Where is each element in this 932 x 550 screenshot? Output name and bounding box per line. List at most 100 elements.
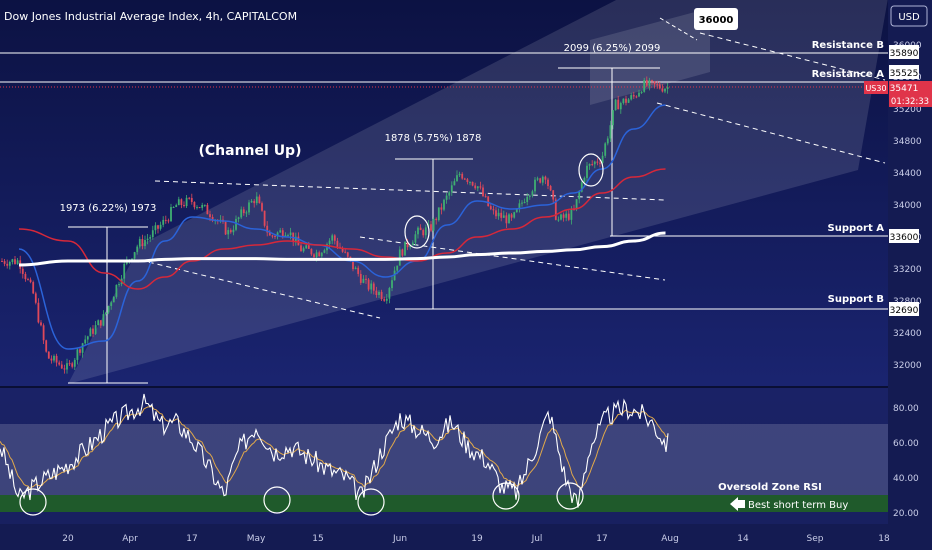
- candle-body: [575, 199, 578, 210]
- candle-body: [479, 186, 482, 188]
- candle-body: [365, 278, 367, 280]
- candle-body: [144, 240, 146, 247]
- candle-body: [32, 282, 35, 294]
- candlesticks: [1, 76, 669, 374]
- candle-body: [146, 238, 149, 241]
- badge-symbol: [864, 81, 888, 94]
- candle-body: [151, 230, 154, 238]
- candle-body: [284, 235, 287, 237]
- candle-body: [281, 230, 284, 237]
- badge-resistance-b: [889, 45, 919, 59]
- candle-body: [492, 209, 495, 211]
- candle-body: [583, 177, 586, 183]
- candle-body: [279, 230, 282, 233]
- candle-body: [302, 248, 305, 252]
- time-tick-label: Jul: [531, 534, 543, 544]
- candle-body: [89, 328, 92, 337]
- candle-body: [635, 96, 638, 98]
- oversold-circles: [19, 482, 584, 516]
- candle-body: [336, 240, 339, 247]
- rsi-line: [0, 393, 669, 508]
- candle-body: [539, 178, 542, 183]
- candle-body: [513, 212, 516, 218]
- candle-body: [541, 176, 544, 183]
- candle-body: [86, 336, 89, 340]
- candle-body: [245, 212, 248, 214]
- price-pane: [0, 0, 888, 386]
- candle-body: [432, 218, 435, 231]
- candle-body: [58, 362, 61, 365]
- time-tick-label: 14: [737, 534, 749, 544]
- candle-body: [578, 191, 581, 200]
- candle-body: [333, 235, 336, 241]
- candle-body: [276, 232, 279, 237]
- candle-body: [261, 203, 263, 211]
- candle-body: [344, 251, 347, 253]
- candle-body: [414, 234, 417, 243]
- badge-resistance-b-text: 35890: [890, 49, 919, 59]
- dashed-channel-bottom: [359, 236, 666, 281]
- candle-body: [320, 252, 323, 257]
- candle-body: [136, 246, 139, 253]
- candle-body: [11, 259, 14, 262]
- support-a-label: Support A: [828, 223, 885, 234]
- candle-body: [66, 363, 68, 370]
- candle-body: [315, 252, 318, 258]
- candle-body: [318, 252, 321, 257]
- candle-body: [84, 339, 87, 344]
- currency-button-label: USD: [898, 12, 920, 23]
- target-zone-box: [590, 8, 710, 105]
- badge-resistance-a: [889, 65, 919, 79]
- rsi-tick-label: 60.00: [893, 439, 919, 449]
- candle-body: [557, 219, 560, 221]
- oversold-zone: [0, 495, 888, 512]
- candle-body: [653, 81, 656, 85]
- rsi-tick-label: 20.00: [893, 509, 919, 519]
- candle-body: [112, 296, 115, 303]
- candle-body: [645, 79, 648, 86]
- candle-body: [294, 236, 297, 243]
- candle-body: [268, 232, 271, 236]
- candle-body: [505, 215, 508, 224]
- candle-body: [622, 98, 625, 104]
- rsi-range-band: [0, 424, 888, 495]
- candle-body: [443, 199, 445, 210]
- candle-body: [614, 99, 617, 111]
- badge-last-price-text: 35471: [890, 84, 919, 94]
- candle-body: [45, 340, 48, 352]
- candle-body: [599, 162, 601, 164]
- candle-body: [263, 210, 266, 226]
- candle-body: [375, 290, 378, 296]
- candle-body: [526, 196, 529, 203]
- rsi-axis: 80.00 60.00 40.00 20.00: [893, 404, 919, 519]
- candle-body: [547, 179, 549, 186]
- candle-body: [359, 273, 362, 283]
- time-tick-label: May: [247, 534, 266, 544]
- currency-button[interactable]: [890, 5, 928, 27]
- candle-body: [534, 179, 536, 192]
- candle-body: [1, 261, 3, 262]
- candle-body: [94, 325, 97, 334]
- candle-body: [560, 214, 562, 220]
- candle-body: [458, 173, 461, 176]
- candle-body: [383, 299, 386, 301]
- candle-body: [240, 209, 243, 218]
- candle-body: [50, 358, 53, 361]
- candle-body: [567, 213, 570, 220]
- candle-body: [24, 273, 27, 280]
- resistance-b-label: Resistance B: [812, 40, 884, 51]
- candle-body: [167, 220, 170, 222]
- candle-body: [466, 179, 469, 182]
- candle-body: [102, 314, 105, 326]
- candle-body: [287, 235, 289, 237]
- candle-body: [474, 185, 477, 189]
- candle-body: [16, 260, 19, 264]
- candle-body: [484, 196, 487, 198]
- candle-body: [617, 99, 620, 110]
- candle-body: [27, 279, 29, 281]
- badge-support-b-text: 32690: [890, 306, 919, 316]
- channel-up-band: [68, 0, 888, 384]
- ma-slow-line: [18, 231, 666, 267]
- candle-body: [666, 87, 669, 89]
